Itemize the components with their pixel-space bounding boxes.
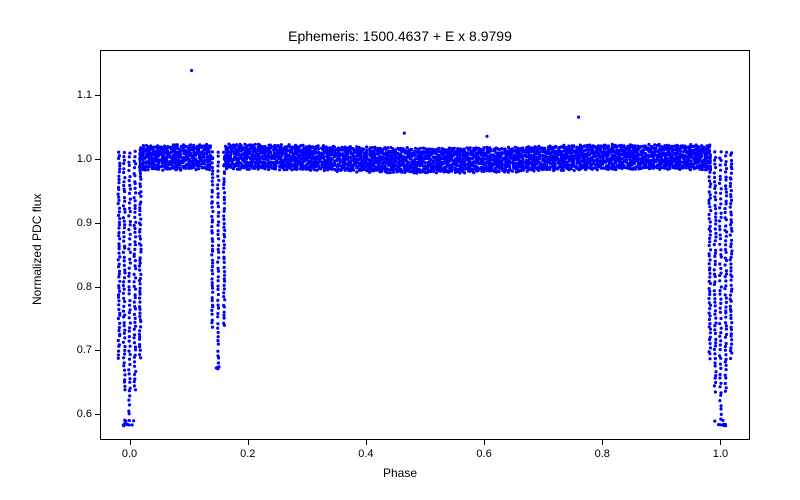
x-tick xyxy=(366,440,367,445)
y-tick-label: 1.1 xyxy=(68,89,92,101)
y-tick-label: 0.7 xyxy=(68,344,92,356)
x-tick xyxy=(720,440,721,445)
x-tick xyxy=(484,440,485,445)
x-tick xyxy=(602,440,603,445)
x-tick xyxy=(130,440,131,445)
y-tick xyxy=(95,95,100,96)
x-tick-label: 0.8 xyxy=(595,448,610,460)
x-tick-label: 0.4 xyxy=(358,448,373,460)
y-tick xyxy=(95,414,100,415)
x-tick-label: 1.0 xyxy=(713,448,728,460)
x-tick-label: 0.2 xyxy=(240,448,255,460)
x-tick-label: 0.6 xyxy=(476,448,491,460)
y-tick-label: 0.6 xyxy=(68,408,92,420)
scatter-layer xyxy=(0,0,800,500)
x-tick-label: 0.0 xyxy=(122,448,137,460)
x-axis-label: Phase xyxy=(0,466,800,480)
y-axis-label: Normalized PDC flux xyxy=(30,194,44,305)
y-tick xyxy=(95,287,100,288)
y-tick-label: 0.9 xyxy=(68,217,92,229)
y-tick xyxy=(95,350,100,351)
y-tick-label: 0.8 xyxy=(68,281,92,293)
x-tick xyxy=(248,440,249,445)
figure: Ephemeris: 1500.4637 + E x 8.9799 Phase … xyxy=(0,0,800,500)
y-tick xyxy=(95,223,100,224)
y-tick-label: 1.0 xyxy=(68,153,92,165)
y-tick xyxy=(95,159,100,160)
